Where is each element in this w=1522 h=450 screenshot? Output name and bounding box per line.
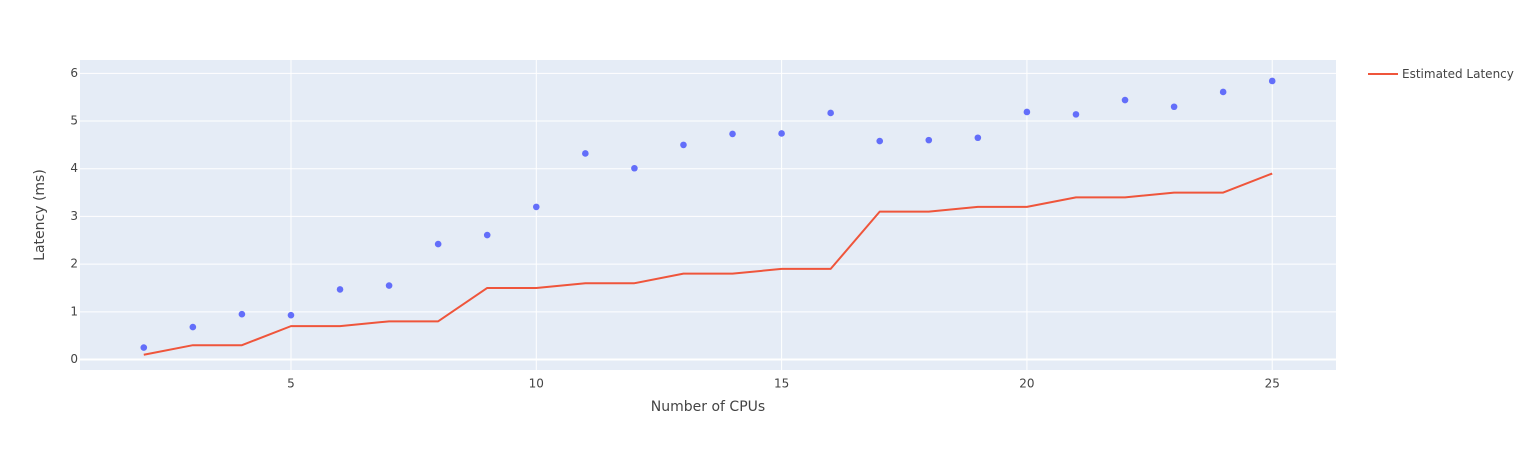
data-point — [827, 109, 834, 117]
data-point — [483, 231, 491, 239]
x-axis-ticks: 5 10 15 20 25 — [287, 377, 1280, 391]
y-tick-label: 4 — [70, 161, 78, 175]
marker-series-layer — [140, 77, 1276, 351]
data-point — [876, 137, 884, 145]
y-tick-label: 6 — [70, 66, 78, 80]
data-point — [1268, 77, 1276, 85]
data-point — [1121, 96, 1129, 104]
y-tick-label: 1 — [70, 304, 78, 318]
data-point — [778, 130, 785, 137]
x-tick-label: 20 — [1019, 377, 1034, 391]
y-tick-label: 2 — [70, 257, 78, 271]
data-point — [1023, 108, 1031, 116]
data-point — [631, 164, 638, 172]
plot-area — [80, 60, 1336, 370]
legend-label-estimated-latency: Estimated Latency — [1402, 67, 1514, 81]
y-axis-ticks: 0 1 2 3 4 5 6 — [70, 66, 78, 366]
y-tick-label: 0 — [70, 352, 78, 366]
data-point — [434, 240, 442, 248]
x-axis-title: Number of CPUs — [651, 399, 765, 415]
y-axis-title: Latency (ms) — [32, 169, 48, 261]
data-point — [1072, 111, 1080, 118]
data-point — [729, 130, 736, 138]
x-tick-label: 5 — [287, 377, 295, 391]
y-tick-label: 3 — [70, 209, 78, 223]
data-point — [140, 344, 148, 351]
x-tick-label: 25 — [1265, 377, 1280, 391]
data-point — [680, 141, 687, 149]
data-point — [532, 203, 540, 211]
data-point — [238, 310, 246, 318]
data-point — [1170, 103, 1178, 111]
data-point — [974, 134, 982, 142]
data-point — [385, 282, 393, 289]
data-point — [336, 286, 344, 293]
data-point — [582, 150, 589, 157]
x-tick-label: 15 — [774, 377, 789, 391]
data-point — [189, 323, 197, 331]
grid-lines — [80, 60, 1336, 370]
data-point — [287, 311, 295, 319]
series-line-estimated-latency — [143, 172, 1273, 356]
y-tick-label: 5 — [70, 114, 78, 128]
x-tick-label: 10 — [529, 377, 544, 391]
data-point — [925, 136, 933, 144]
legend[interactable]: Estimated Latency — [1368, 67, 1514, 81]
line-series-layer — [143, 172, 1273, 356]
data-point — [1219, 88, 1227, 96]
